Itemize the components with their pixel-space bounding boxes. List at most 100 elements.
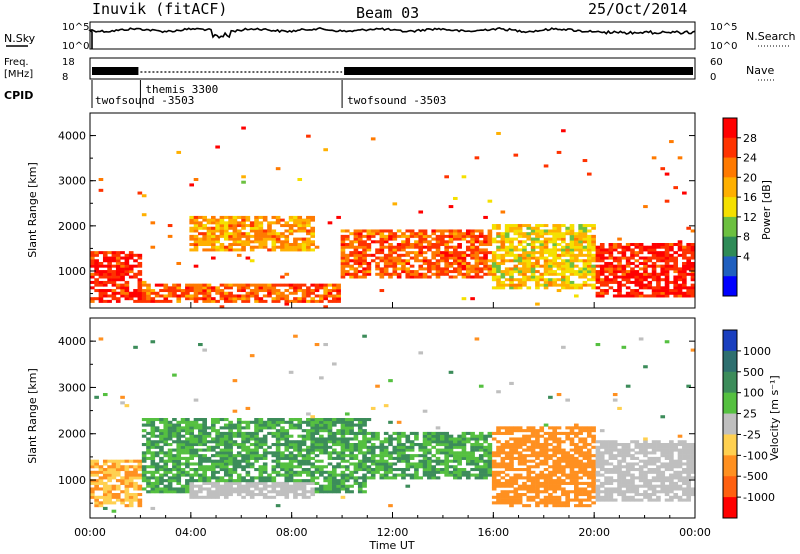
power-cell	[483, 243, 488, 247]
velocity-cell	[526, 479, 532, 483]
velocity-cell	[526, 504, 532, 508]
power-cell	[673, 270, 679, 274]
velocity-cell	[336, 462, 341, 466]
power-cell	[604, 248, 609, 252]
velocity-cell	[206, 440, 212, 444]
velocity-cell	[682, 481, 687, 485]
power-cell	[660, 251, 666, 255]
velocity-cell	[448, 454, 454, 458]
velocity-cell	[206, 490, 212, 494]
power-cell	[405, 272, 411, 276]
velocity-cell	[206, 434, 212, 438]
velocity-cell	[578, 440, 583, 444]
power-cell	[141, 283, 147, 287]
velocity-cell	[656, 479, 661, 483]
power-cell	[535, 264, 540, 268]
power-cell	[357, 232, 363, 236]
power-cell	[664, 259, 670, 263]
power-cell	[522, 245, 527, 249]
velocity-cell	[306, 437, 311, 441]
velocity-cell	[608, 470, 614, 474]
power-cell	[656, 278, 661, 282]
velocity-cell	[638, 473, 644, 477]
power-cell	[254, 237, 259, 241]
power-cell	[219, 283, 225, 287]
power-cell	[219, 221, 225, 225]
power-cell	[599, 278, 605, 282]
velocity-cell	[124, 504, 130, 508]
velocity-cell	[686, 470, 691, 474]
velocity-cell	[319, 418, 324, 422]
power-cell	[465, 253, 471, 257]
velocity-cell	[630, 479, 635, 483]
velocity-cell	[198, 443, 203, 447]
power-cell	[457, 237, 462, 241]
velocity-cell	[340, 470, 346, 474]
power-cell	[288, 245, 294, 249]
power-cell	[111, 289, 117, 293]
velocity-cell	[586, 429, 592, 433]
power-cell	[535, 229, 540, 233]
power-cell	[582, 229, 588, 233]
velocity-cell	[280, 437, 285, 441]
freq-label: Freq.	[4, 57, 29, 68]
power-cell	[617, 245, 622, 249]
power-cell	[353, 240, 359, 244]
velocity-cell	[163, 443, 169, 447]
power-cell	[232, 297, 238, 301]
power-cell	[405, 229, 411, 233]
power-cell	[478, 248, 484, 252]
velocity-cell	[539, 459, 545, 463]
xtick-label: 16:00	[477, 526, 509, 539]
velocity-cell	[561, 454, 566, 458]
power-cell	[98, 261, 104, 265]
power-cell	[673, 267, 679, 271]
velocity-cell	[202, 476, 207, 480]
velocity-cell	[280, 426, 285, 430]
power-cell	[517, 286, 523, 290]
power-cell	[241, 234, 246, 238]
power-cell	[526, 243, 532, 247]
velocity-cell	[453, 476, 458, 480]
velocity-cell	[444, 440, 449, 444]
velocity-cell	[526, 473, 532, 477]
power-cell	[271, 248, 277, 252]
power-cell	[111, 291, 117, 295]
velocity-cell	[625, 490, 631, 494]
velocity-cell	[427, 434, 432, 438]
velocity-cell	[582, 470, 588, 474]
velocity-cell	[111, 493, 117, 497]
velocity-cell	[621, 345, 627, 349]
velocity-cell	[669, 484, 674, 488]
power-cell	[435, 267, 441, 271]
velocity-cell	[569, 426, 575, 430]
power-cell	[582, 224, 588, 228]
power-cell	[604, 261, 609, 265]
velocity-cell	[379, 456, 385, 460]
velocity-cell	[630, 465, 635, 469]
power-cell	[353, 237, 359, 241]
power-cell	[202, 215, 207, 219]
velocity-cell	[115, 479, 121, 483]
velocity-cell	[604, 476, 609, 480]
velocity-cell	[185, 440, 190, 444]
power-cell	[599, 294, 605, 298]
velocity-cell	[401, 443, 406, 447]
velocity-cell	[258, 437, 264, 441]
power-cell	[206, 243, 212, 247]
velocity-cell	[107, 484, 112, 488]
power-cell	[504, 226, 510, 230]
velocity-cell	[453, 437, 458, 441]
velocity-cell	[647, 451, 653, 455]
velocity-cell	[686, 451, 691, 455]
velocity-cell	[232, 426, 238, 430]
power-cell	[215, 218, 220, 222]
power-cell	[561, 267, 566, 271]
velocity-cell	[461, 456, 467, 460]
velocity-cell	[189, 468, 195, 472]
velocity-cell	[621, 445, 627, 449]
velocity-cell	[569, 448, 575, 452]
power-cell	[474, 264, 480, 268]
power-cell	[211, 226, 216, 230]
freq-dense-band	[92, 67, 139, 75]
